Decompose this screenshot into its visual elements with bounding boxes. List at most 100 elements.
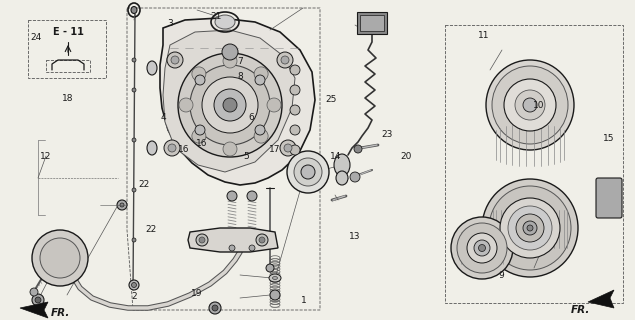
Bar xyxy=(28,20,106,78)
Bar xyxy=(357,12,387,34)
Ellipse shape xyxy=(523,98,537,112)
Text: 25: 25 xyxy=(326,95,337,104)
Text: 9: 9 xyxy=(498,271,505,280)
Circle shape xyxy=(255,125,265,135)
Circle shape xyxy=(290,65,300,75)
Circle shape xyxy=(40,238,80,278)
Circle shape xyxy=(214,89,246,121)
Text: 24: 24 xyxy=(30,33,41,42)
Circle shape xyxy=(132,238,136,242)
Circle shape xyxy=(227,191,237,201)
Text: FR.: FR. xyxy=(50,308,70,318)
Circle shape xyxy=(178,53,282,157)
Circle shape xyxy=(132,88,136,92)
Text: 20: 20 xyxy=(401,152,412,161)
Ellipse shape xyxy=(516,214,544,242)
Circle shape xyxy=(290,125,300,135)
Circle shape xyxy=(212,305,218,311)
Circle shape xyxy=(168,144,176,152)
Bar xyxy=(445,25,623,303)
Circle shape xyxy=(270,290,280,300)
Text: 17: 17 xyxy=(269,145,280,154)
Circle shape xyxy=(129,280,139,290)
Ellipse shape xyxy=(269,274,281,282)
Circle shape xyxy=(267,98,281,112)
Ellipse shape xyxy=(492,66,568,144)
Circle shape xyxy=(284,144,292,152)
Polygon shape xyxy=(20,302,48,318)
Text: 3: 3 xyxy=(167,19,173,28)
Text: 7: 7 xyxy=(237,57,243,66)
Circle shape xyxy=(266,264,274,272)
Text: 5: 5 xyxy=(243,152,250,161)
Circle shape xyxy=(281,56,289,64)
Ellipse shape xyxy=(272,276,277,279)
Circle shape xyxy=(290,145,300,155)
Circle shape xyxy=(202,77,258,133)
Ellipse shape xyxy=(500,198,560,258)
Ellipse shape xyxy=(523,221,537,235)
Ellipse shape xyxy=(467,233,497,263)
Text: 1: 1 xyxy=(300,296,307,305)
Circle shape xyxy=(229,245,235,251)
Circle shape xyxy=(167,52,183,68)
Circle shape xyxy=(254,129,268,143)
Circle shape xyxy=(255,75,265,85)
Ellipse shape xyxy=(451,217,513,279)
Circle shape xyxy=(132,138,136,142)
Circle shape xyxy=(290,105,300,115)
Circle shape xyxy=(192,129,206,143)
Text: E - 11: E - 11 xyxy=(53,27,83,37)
Ellipse shape xyxy=(336,171,348,185)
Text: 8: 8 xyxy=(237,72,243,81)
Circle shape xyxy=(354,145,362,153)
Text: 16: 16 xyxy=(178,145,190,154)
Circle shape xyxy=(290,85,300,95)
Circle shape xyxy=(32,230,88,286)
Circle shape xyxy=(132,58,136,62)
Circle shape xyxy=(223,98,237,112)
Ellipse shape xyxy=(527,225,533,231)
Circle shape xyxy=(350,172,360,182)
Ellipse shape xyxy=(474,240,490,256)
Ellipse shape xyxy=(131,6,137,13)
Ellipse shape xyxy=(301,165,315,179)
Text: 4: 4 xyxy=(161,113,166,122)
Ellipse shape xyxy=(508,206,552,250)
Ellipse shape xyxy=(489,186,571,270)
Circle shape xyxy=(196,234,208,246)
FancyBboxPatch shape xyxy=(596,178,622,218)
Circle shape xyxy=(222,44,238,60)
Text: 12: 12 xyxy=(40,152,51,161)
Text: 11: 11 xyxy=(478,31,490,40)
Ellipse shape xyxy=(479,244,486,252)
Ellipse shape xyxy=(147,61,157,75)
Polygon shape xyxy=(188,228,278,252)
Text: 22: 22 xyxy=(145,225,157,234)
Text: 15: 15 xyxy=(603,134,614,143)
Text: 16: 16 xyxy=(196,139,208,148)
Circle shape xyxy=(259,237,265,243)
Circle shape xyxy=(277,52,293,68)
Ellipse shape xyxy=(294,158,322,186)
Circle shape xyxy=(254,67,268,81)
Circle shape xyxy=(164,140,180,156)
Circle shape xyxy=(32,294,44,306)
Ellipse shape xyxy=(147,141,157,155)
Ellipse shape xyxy=(482,179,578,277)
Text: 13: 13 xyxy=(349,232,360,241)
Ellipse shape xyxy=(504,79,556,131)
Text: 6: 6 xyxy=(248,113,255,122)
Circle shape xyxy=(35,297,41,303)
Circle shape xyxy=(256,234,268,246)
Ellipse shape xyxy=(287,151,329,193)
Text: 21: 21 xyxy=(210,12,222,21)
Polygon shape xyxy=(160,18,315,185)
Circle shape xyxy=(280,140,296,156)
Text: FR.: FR. xyxy=(570,305,590,315)
Circle shape xyxy=(195,125,205,135)
Ellipse shape xyxy=(515,90,545,120)
Text: 18: 18 xyxy=(62,94,73,103)
Text: 10: 10 xyxy=(533,101,544,110)
Circle shape xyxy=(199,237,205,243)
